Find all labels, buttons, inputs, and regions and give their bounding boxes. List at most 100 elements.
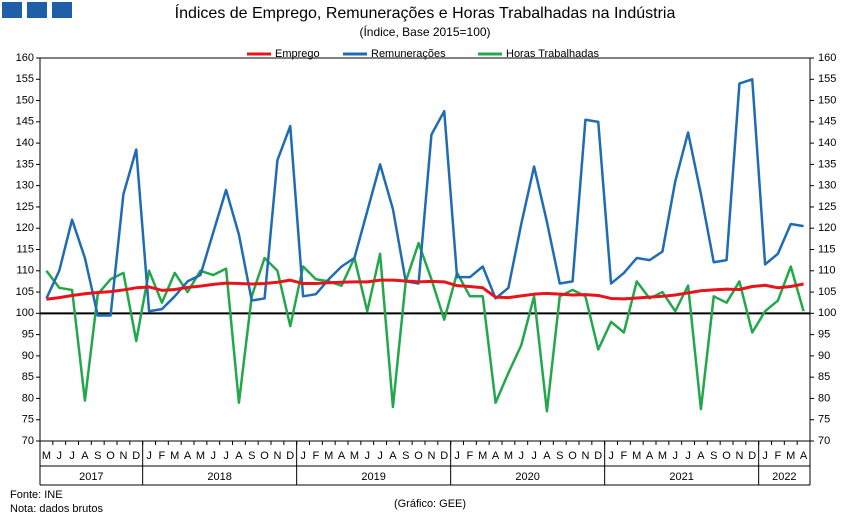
x-tick-label: S	[402, 450, 409, 462]
x-tick-label: D	[286, 450, 294, 462]
x-tick-label: M	[350, 450, 359, 462]
logo-block	[27, 2, 47, 18]
y-tick-label: 75	[22, 414, 34, 426]
x-tick-label: O	[260, 450, 269, 462]
y-tick-label: 80	[22, 392, 34, 404]
x-tick-label: A	[800, 450, 808, 462]
x-tick-label: A	[81, 450, 89, 462]
y2-tick-label: 75	[818, 414, 830, 426]
y-tick-label: 105	[16, 286, 34, 298]
x-tick-label: M	[658, 450, 667, 462]
year-label: 2018	[207, 471, 231, 483]
y-tick-label: 90	[22, 350, 34, 362]
x-tick-label: A	[646, 450, 654, 462]
x-tick-label: O	[722, 450, 731, 462]
x-tick-label: J	[673, 450, 679, 462]
y-tick-label: 120	[16, 222, 34, 234]
x-tick-label: M	[170, 450, 179, 462]
y2-tick-label: 145	[818, 116, 836, 128]
x-tick-label: J	[223, 450, 229, 462]
x-tick-label: A	[543, 450, 551, 462]
x-tick-label: A	[389, 450, 397, 462]
y2-tick-label: 80	[818, 392, 830, 404]
y2-tick-label: 95	[818, 329, 830, 341]
legend-label: Horas Trabalhadas	[506, 48, 599, 60]
x-tick-label: F	[467, 450, 474, 462]
y-tick-label: 110	[16, 265, 34, 277]
plot-area	[39, 57, 811, 442]
series-line	[46, 278, 804, 301]
x-tick-label: M	[786, 450, 795, 462]
x-tick-label: F	[313, 450, 320, 462]
y-tick-label: 115	[16, 243, 34, 255]
y2-tick-label: 160	[818, 52, 836, 64]
y-tick-label: 135	[16, 158, 34, 170]
y-tick-label: 70	[22, 435, 34, 447]
y2-tick-label: 115	[818, 243, 836, 255]
y2-tick-label: 125	[818, 201, 836, 213]
x-tick-label: N	[273, 450, 281, 462]
x-tick-label: J	[211, 450, 217, 462]
x-tick-label: N	[581, 450, 589, 462]
y2-tick-label: 100	[818, 307, 836, 319]
x-tick-label: F	[621, 450, 628, 462]
x-tick-label: S	[710, 450, 717, 462]
logo-block	[52, 2, 72, 18]
y2-tick-label: 155	[818, 73, 836, 85]
x-tick-label: M	[196, 450, 205, 462]
credit: (Gráfico: GEE)	[394, 498, 466, 510]
x-tick-label: J	[146, 450, 152, 462]
x-tick-label: M	[42, 450, 51, 462]
x-tick-label: N	[119, 450, 127, 462]
x-tick-label: D	[594, 450, 602, 462]
x-tick-label: S	[248, 450, 255, 462]
note: Nota: dados brutos	[10, 503, 103, 515]
year-label: 2017	[79, 471, 103, 483]
x-tick-label: A	[184, 450, 192, 462]
x-tick-label: J	[69, 450, 75, 462]
series-line	[45, 241, 805, 413]
x-tick-label: O	[106, 450, 115, 462]
x-tick-label: D	[132, 450, 140, 462]
y-tick-label: 150	[16, 94, 34, 106]
y2-tick-label: 140	[818, 137, 836, 149]
y-tick-label: 160	[16, 52, 34, 64]
y2-tick-label: 150	[818, 94, 836, 106]
x-tick-label: J	[300, 450, 306, 462]
x-tick-label: S	[556, 450, 563, 462]
y-tick-label: 130	[16, 180, 34, 192]
chart-subtitle: (Índice, Base 2015=100)	[359, 24, 490, 39]
x-tick-label: F	[775, 450, 782, 462]
y2-tick-label: 70	[818, 435, 830, 447]
y-tick-label: 140	[16, 137, 34, 149]
y2-tick-label: 90	[818, 350, 830, 362]
x-tick-label: A	[338, 450, 346, 462]
y2-tick-label: 135	[818, 158, 836, 170]
y2-tick-label: 130	[818, 180, 836, 192]
x-tick-label: M	[324, 450, 333, 462]
y2-tick-label: 110	[818, 265, 836, 277]
x-tick-label: J	[608, 450, 614, 462]
legend-label: Emprego	[275, 48, 320, 60]
year-label: 2019	[361, 471, 385, 483]
x-tick-label: D	[748, 450, 756, 462]
y-tick-label: 125	[16, 201, 34, 213]
x-tick-label: J	[454, 450, 460, 462]
x-tick-label: M	[632, 450, 641, 462]
logo-block	[2, 2, 22, 18]
chart-title: Índices de Emprego, Remunerações e Horas…	[175, 3, 676, 22]
x-tick-label: M	[504, 450, 513, 462]
x-tick-label: J	[519, 450, 525, 462]
y-tick-label: 95	[22, 329, 34, 341]
x-tick-label: O	[568, 450, 577, 462]
year-label: 2022	[772, 471, 796, 483]
y-tick-label: 155	[16, 73, 34, 85]
x-tick-label: D	[440, 450, 448, 462]
year-label: 2021	[669, 471, 693, 483]
x-tick-label: S	[94, 450, 101, 462]
x-tick-label: F	[159, 450, 166, 462]
y2-tick-label: 105	[818, 286, 836, 298]
series-line	[45, 78, 804, 317]
y2-tick-label: 85	[818, 371, 830, 383]
